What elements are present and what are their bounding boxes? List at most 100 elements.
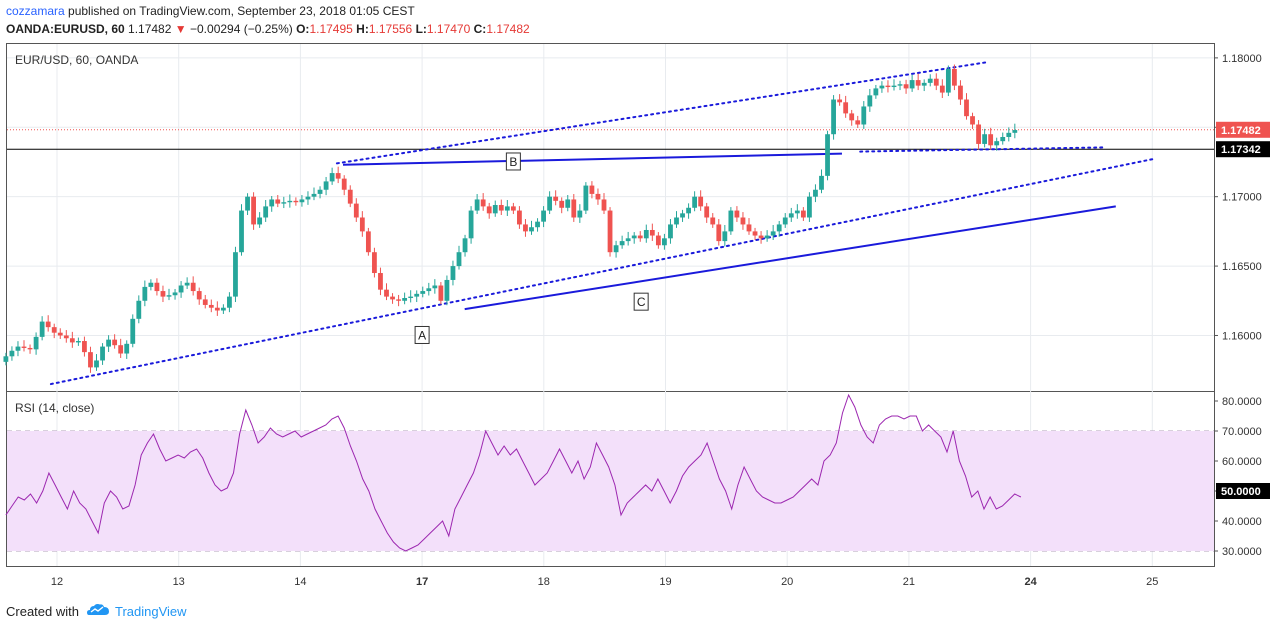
candle-body xyxy=(571,199,577,218)
candle-body xyxy=(299,199,305,203)
candle-body xyxy=(456,252,462,267)
price-tick-label: 1.16500 xyxy=(1222,261,1262,273)
candle-body xyxy=(239,210,244,253)
candle-body xyxy=(952,68,957,86)
candle-body xyxy=(384,289,389,297)
last-price: 1.17482 xyxy=(128,22,172,36)
candle-body xyxy=(692,196,698,208)
candle-body xyxy=(988,134,994,146)
candle-body xyxy=(601,199,607,211)
candle-body xyxy=(523,224,528,232)
candle-body xyxy=(825,134,830,176)
trendline-2[interactable] xyxy=(335,61,990,165)
candle-body xyxy=(130,318,136,344)
candle-body xyxy=(553,196,559,201)
trendline-5[interactable] xyxy=(859,146,1105,153)
candle-body xyxy=(734,210,740,218)
trendline-3[interactable] xyxy=(464,205,1116,311)
candle-body xyxy=(698,196,704,207)
candle-body xyxy=(589,185,595,194)
candle-body xyxy=(595,193,601,200)
candle-body xyxy=(613,245,619,253)
candle-body xyxy=(746,224,752,232)
symbol-label: OANDA:EURUSD, 60 xyxy=(6,22,125,36)
close-label: C: xyxy=(473,22,487,36)
candle-body xyxy=(184,282,190,286)
price-axis[interactable]: 1.180001.175001.170001.165001.160001.174… xyxy=(1214,53,1270,343)
candle-body xyxy=(716,224,722,242)
low-value: 1.17470 xyxy=(426,22,471,36)
price-label-hline: 1.17342 xyxy=(1221,144,1261,156)
candle-body xyxy=(885,85,891,88)
annotation-box[interactable] xyxy=(633,292,649,311)
candle-body xyxy=(142,286,148,301)
trendline-4[interactable] xyxy=(342,152,842,166)
candle-body xyxy=(432,285,438,289)
candle-body xyxy=(764,235,770,239)
candle-body xyxy=(945,68,951,93)
candle-body xyxy=(535,221,540,228)
candle-body xyxy=(450,266,456,280)
candle-body xyxy=(275,199,281,204)
candle-body xyxy=(498,205,504,211)
candle-body xyxy=(112,339,118,346)
candle-body xyxy=(921,82,927,86)
price-tick-label: 1.16000 xyxy=(1222,330,1262,342)
time-tick-label: 18 xyxy=(538,576,550,588)
candle-body xyxy=(287,200,293,203)
annotation-box[interactable] xyxy=(505,152,521,171)
candle-body xyxy=(15,346,21,351)
rsi-midline-label-box xyxy=(1216,483,1270,499)
candle-body xyxy=(619,241,625,246)
candle-body xyxy=(214,307,220,311)
candle-body xyxy=(643,229,649,239)
tradingview-logo-icon xyxy=(86,603,109,620)
candle-body xyxy=(148,282,154,287)
open-label: O: xyxy=(296,22,310,36)
candle-body xyxy=(63,335,69,339)
time-tick-label: 13 xyxy=(173,576,185,588)
rsi-tick-label: 30.0000 xyxy=(1222,546,1262,558)
candle-body xyxy=(849,113,855,121)
price-label-box xyxy=(1216,121,1270,138)
publisher-link[interactable]: cozzamara xyxy=(6,4,65,18)
candle-body xyxy=(637,235,643,239)
candle-body xyxy=(468,210,474,239)
time-axis[interactable]: 12 13 14 17 18 19 20 21 24 25 xyxy=(51,576,1159,588)
candle-body xyxy=(88,352,93,368)
candle-body xyxy=(915,80,921,86)
candle-body xyxy=(607,210,613,253)
candle-body xyxy=(396,299,401,301)
candle-body xyxy=(897,84,903,86)
candle-body xyxy=(577,210,583,218)
candle-body xyxy=(227,296,232,308)
candle-body xyxy=(655,235,661,246)
candle-body xyxy=(190,282,196,292)
candle-body xyxy=(504,206,510,211)
candle-body xyxy=(341,178,347,190)
candle-body xyxy=(480,199,486,207)
candle-body xyxy=(861,106,867,125)
candle-body xyxy=(21,346,27,348)
candle-body xyxy=(758,235,764,239)
candle-body xyxy=(39,321,45,337)
trendline-1[interactable] xyxy=(49,158,1154,386)
candle-body xyxy=(178,285,184,293)
rsi-axis[interactable]: 80.0000 70.0000 60.0000 50.0000 40.0000 30.00… xyxy=(1214,396,1270,558)
candle-body xyxy=(958,85,963,100)
annotation-box[interactable] xyxy=(414,325,430,344)
candle-body xyxy=(982,134,988,144)
price-pane-title: EUR/USD, 60, OANDA xyxy=(15,53,138,67)
candle-body xyxy=(106,339,111,347)
time-tick-label: 12 xyxy=(51,576,63,588)
chart-canvas[interactable]: 1.180001.175001.170001.165001.160001.174… xyxy=(0,0,1274,600)
candle-body xyxy=(3,356,9,362)
candle-body xyxy=(100,346,105,361)
candle-body xyxy=(390,296,395,300)
tradingview-brand-link[interactable]: TradingView xyxy=(114,604,187,619)
candle-body xyxy=(75,341,81,343)
candle-body xyxy=(420,291,426,294)
candle-body xyxy=(402,298,408,301)
candle-body xyxy=(873,88,879,96)
publish-info: cozzamara published on TradingView.com, … xyxy=(6,4,415,18)
